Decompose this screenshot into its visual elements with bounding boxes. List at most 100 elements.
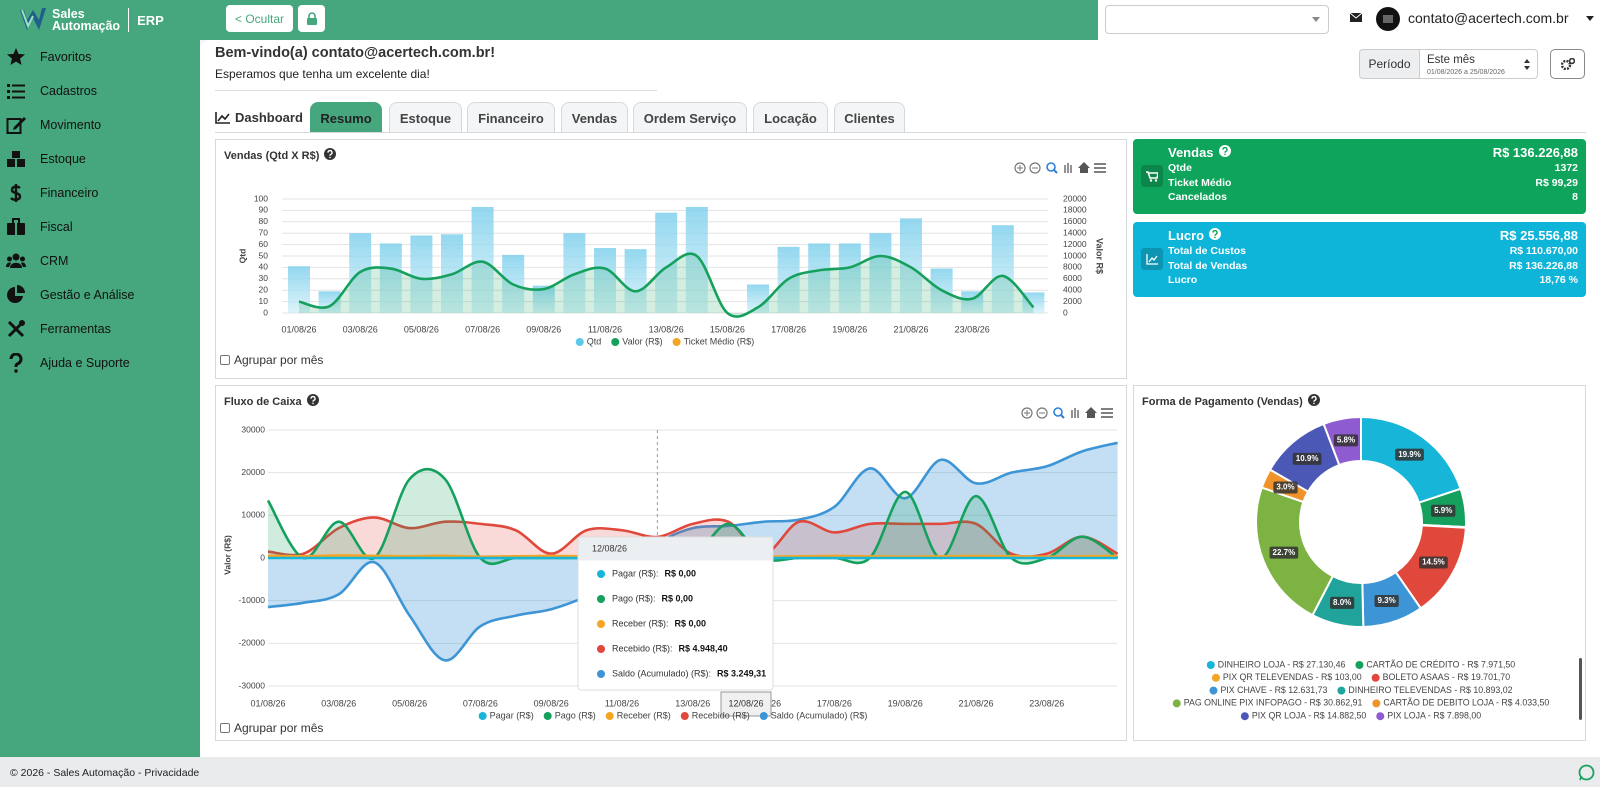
row-label: Total de Vendas xyxy=(1168,260,1248,272)
logo-icon xyxy=(20,8,46,30)
card-title: Lucro xyxy=(1168,228,1205,243)
help-glyph xyxy=(1209,228,1222,240)
menu-item[interactable]: Estoque xyxy=(0,142,200,176)
menu-label: Movimento xyxy=(40,118,102,132)
select-arrows xyxy=(1524,59,1530,70)
menu-icon xyxy=(9,353,23,373)
logo: Sales Automação ERP xyxy=(18,5,164,35)
avatar[interactable] xyxy=(1376,7,1400,31)
title-text: Fluxo de Caixa xyxy=(224,395,302,408)
menu-icon xyxy=(7,285,25,303)
menu-label: Ajuda e Suporte xyxy=(40,356,130,370)
menu-icon xyxy=(10,184,22,202)
menu-icon xyxy=(6,117,26,134)
sidebar: Sales Automação ERP Favoritos Cadastros Mo… xyxy=(0,0,200,757)
panel-title: Forma de Pagamento (Vendas) xyxy=(1142,394,1320,409)
help-icon[interactable] xyxy=(1209,228,1222,243)
menu-item[interactable]: Financeiro xyxy=(0,176,200,210)
menu-icon xyxy=(7,151,25,167)
user-area: contato@acertech.com.br xyxy=(1098,0,1600,40)
checkbox-box[interactable] xyxy=(220,723,230,733)
menu-item[interactable]: Movimento xyxy=(0,108,200,142)
help-icon[interactable] xyxy=(324,148,337,163)
whatsapp-icon[interactable] xyxy=(1578,764,1595,781)
group-checkbox[interactable]: Agrupar por mês xyxy=(220,353,323,367)
user-email[interactable]: contato@acertech.com.br xyxy=(1408,10,1569,26)
company-select[interactable] xyxy=(1105,5,1329,34)
row-value: R$ 99,29 xyxy=(1535,177,1578,189)
row-label: Qtde xyxy=(1168,162,1192,174)
menu-label: Estoque xyxy=(40,152,86,166)
help-glyph xyxy=(1307,394,1320,406)
tab-line xyxy=(215,132,1586,133)
tab[interactable]: Ordem Serviço xyxy=(633,102,747,133)
hide-button[interactable]: < Ocultar xyxy=(226,5,293,32)
card-total: R$ 25.556,88 xyxy=(1499,228,1578,243)
period-label: Período xyxy=(1359,49,1420,79)
tab[interactable]: Financeiro xyxy=(467,102,555,133)
help-icon[interactable] xyxy=(1218,145,1231,160)
tab[interactable]: Resumo xyxy=(310,102,382,133)
card-icon xyxy=(1141,165,1163,187)
row-label: Ticket Médio xyxy=(1168,177,1232,189)
menu-label: Fiscal xyxy=(40,220,73,234)
brand-suffix: ERP xyxy=(137,12,164,28)
profit-card: Lucro R$ 25.556,88 Total de Custos R$ 110.… xyxy=(1133,222,1586,297)
panel-title: Vendas (Qtd X R$) xyxy=(224,148,337,163)
chart-icon xyxy=(1146,253,1158,265)
group-checkbox[interactable]: Agrupar por mês xyxy=(220,721,323,735)
menu-label: Cadastros xyxy=(40,84,97,98)
menu-icon xyxy=(6,253,26,268)
row-value: R$ 110.670,00 xyxy=(1509,245,1578,257)
sales-panel: Vendas (Qtd X R$) Agrupar por mês xyxy=(215,139,1127,379)
lock-icon xyxy=(306,12,317,25)
dashboard-icon xyxy=(215,111,230,124)
cart-icon xyxy=(1146,170,1158,182)
menu-item[interactable]: Cadastros xyxy=(0,74,200,108)
row-value: R$ 136.226,88 xyxy=(1509,260,1578,272)
row-value: 1372 xyxy=(1554,162,1578,174)
title-text: Forma de Pagamento (Vendas) xyxy=(1142,395,1303,408)
period-value: Este mês xyxy=(1427,54,1475,66)
lock-button[interactable] xyxy=(298,5,325,32)
period-range: 01/08/2026 a 25/08/2026 xyxy=(1427,69,1505,76)
help-icon[interactable] xyxy=(1307,394,1320,409)
menu-item[interactable]: Ajuda e Suporte xyxy=(0,346,200,380)
footer-text: © 2026 - Sales Automação - Privacidade xyxy=(10,767,200,779)
menu-icon xyxy=(7,320,25,338)
help-icon[interactable] xyxy=(306,394,319,409)
dropdown-arrow xyxy=(1312,17,1320,22)
menu-item[interactable]: Ferramentas xyxy=(0,312,200,346)
dashboard-label: Dashboard xyxy=(215,110,303,125)
tab[interactable]: Estoque xyxy=(389,102,462,133)
period-select[interactable]: Este mês 01/08/2026 a 25/08/2026 xyxy=(1419,49,1538,79)
card-icon xyxy=(1141,248,1163,270)
menu-label: Favoritos xyxy=(40,50,92,64)
checkbox-box[interactable] xyxy=(220,355,230,365)
menu-label: Ferramentas xyxy=(40,322,111,336)
menu-label: Financeiro xyxy=(40,186,99,200)
menu-item[interactable]: CRM xyxy=(0,244,200,278)
tab[interactable]: Clientes xyxy=(834,102,905,133)
cashflow-panel: Fluxo de Caixa Agrupar por mês xyxy=(215,385,1127,741)
brand-line: Sales xyxy=(52,7,85,21)
menu-icon xyxy=(7,48,25,65)
mail-icon[interactable] xyxy=(1350,13,1362,22)
row-label: Total de Custos xyxy=(1168,245,1246,257)
row-label: Lucro xyxy=(1168,274,1198,286)
menu-item[interactable]: Fiscal xyxy=(0,210,200,244)
row-value: 8 xyxy=(1572,191,1578,203)
menu-icon xyxy=(7,218,25,235)
panel-title: Fluxo de Caixa xyxy=(224,394,319,409)
tab[interactable]: Vendas xyxy=(561,102,628,133)
menu-item[interactable]: Gestão e Análise xyxy=(0,278,200,312)
title-text: Vendas (Qtd X R$) xyxy=(224,149,320,162)
menu-item[interactable]: Favoritos xyxy=(0,40,200,74)
card-title: Vendas xyxy=(1168,145,1214,160)
settings-button[interactable] xyxy=(1550,49,1585,79)
tab[interactable]: Locação xyxy=(753,102,828,133)
row-value: 18,76 % xyxy=(1539,274,1578,286)
checkbox-label: Agrupar por mês xyxy=(234,353,324,367)
